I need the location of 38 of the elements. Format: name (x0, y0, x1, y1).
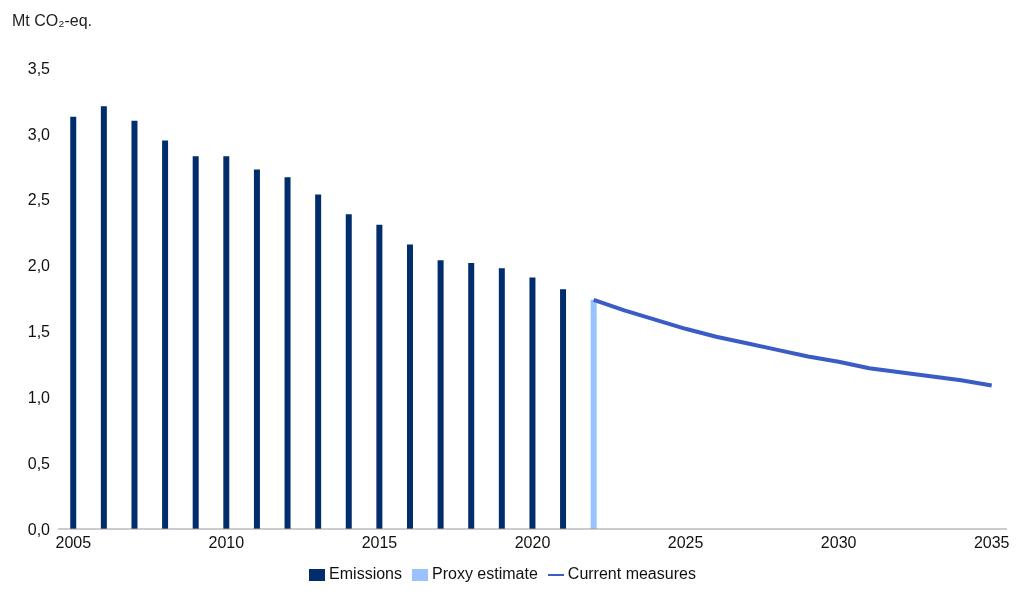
bar (590, 299, 597, 529)
bar (376, 224, 383, 529)
x-tick-label: 2025 (667, 534, 704, 552)
legend-label: Current measures (567, 565, 696, 582)
bar (345, 214, 352, 529)
bar (406, 244, 413, 529)
x-tick-label: 2010 (208, 534, 245, 552)
bar (468, 262, 475, 529)
y-tick-label: 1,0 (27, 388, 51, 406)
legend-label: Emissions (329, 565, 403, 582)
bar (284, 177, 291, 529)
bar (529, 277, 536, 529)
x-tick-label: 2005 (55, 534, 92, 552)
bar (560, 289, 567, 529)
x-tick-label: 2030 (820, 534, 857, 552)
bar (162, 140, 169, 529)
x-tick-label: 2035 (973, 534, 1010, 552)
bar (192, 156, 199, 529)
bar (253, 169, 260, 529)
y-tick-label: 3,0 (27, 125, 51, 143)
x-tick-label: 2020 (514, 534, 551, 552)
y-tick-label: 1,5 (27, 323, 51, 341)
line-series (591, 297, 994, 388)
x-tick-label: 2015 (361, 534, 398, 552)
bar (100, 106, 107, 529)
bar (70, 116, 77, 529)
bar (498, 268, 505, 529)
y-tick-label: 0,5 (27, 454, 51, 472)
bar (315, 194, 322, 529)
y-axis-title: Mt CO₂-eq. (12, 12, 92, 30)
y-tick-label: 2,5 (27, 191, 51, 209)
bar (437, 260, 444, 529)
y-tick-label: 2,0 (27, 257, 51, 275)
legend-label: Proxy estimate (432, 565, 538, 582)
bar (223, 156, 230, 529)
y-tick-label: 3,5 (27, 59, 51, 77)
bar (131, 120, 138, 529)
y-tick-label: 0,0 (27, 520, 51, 538)
